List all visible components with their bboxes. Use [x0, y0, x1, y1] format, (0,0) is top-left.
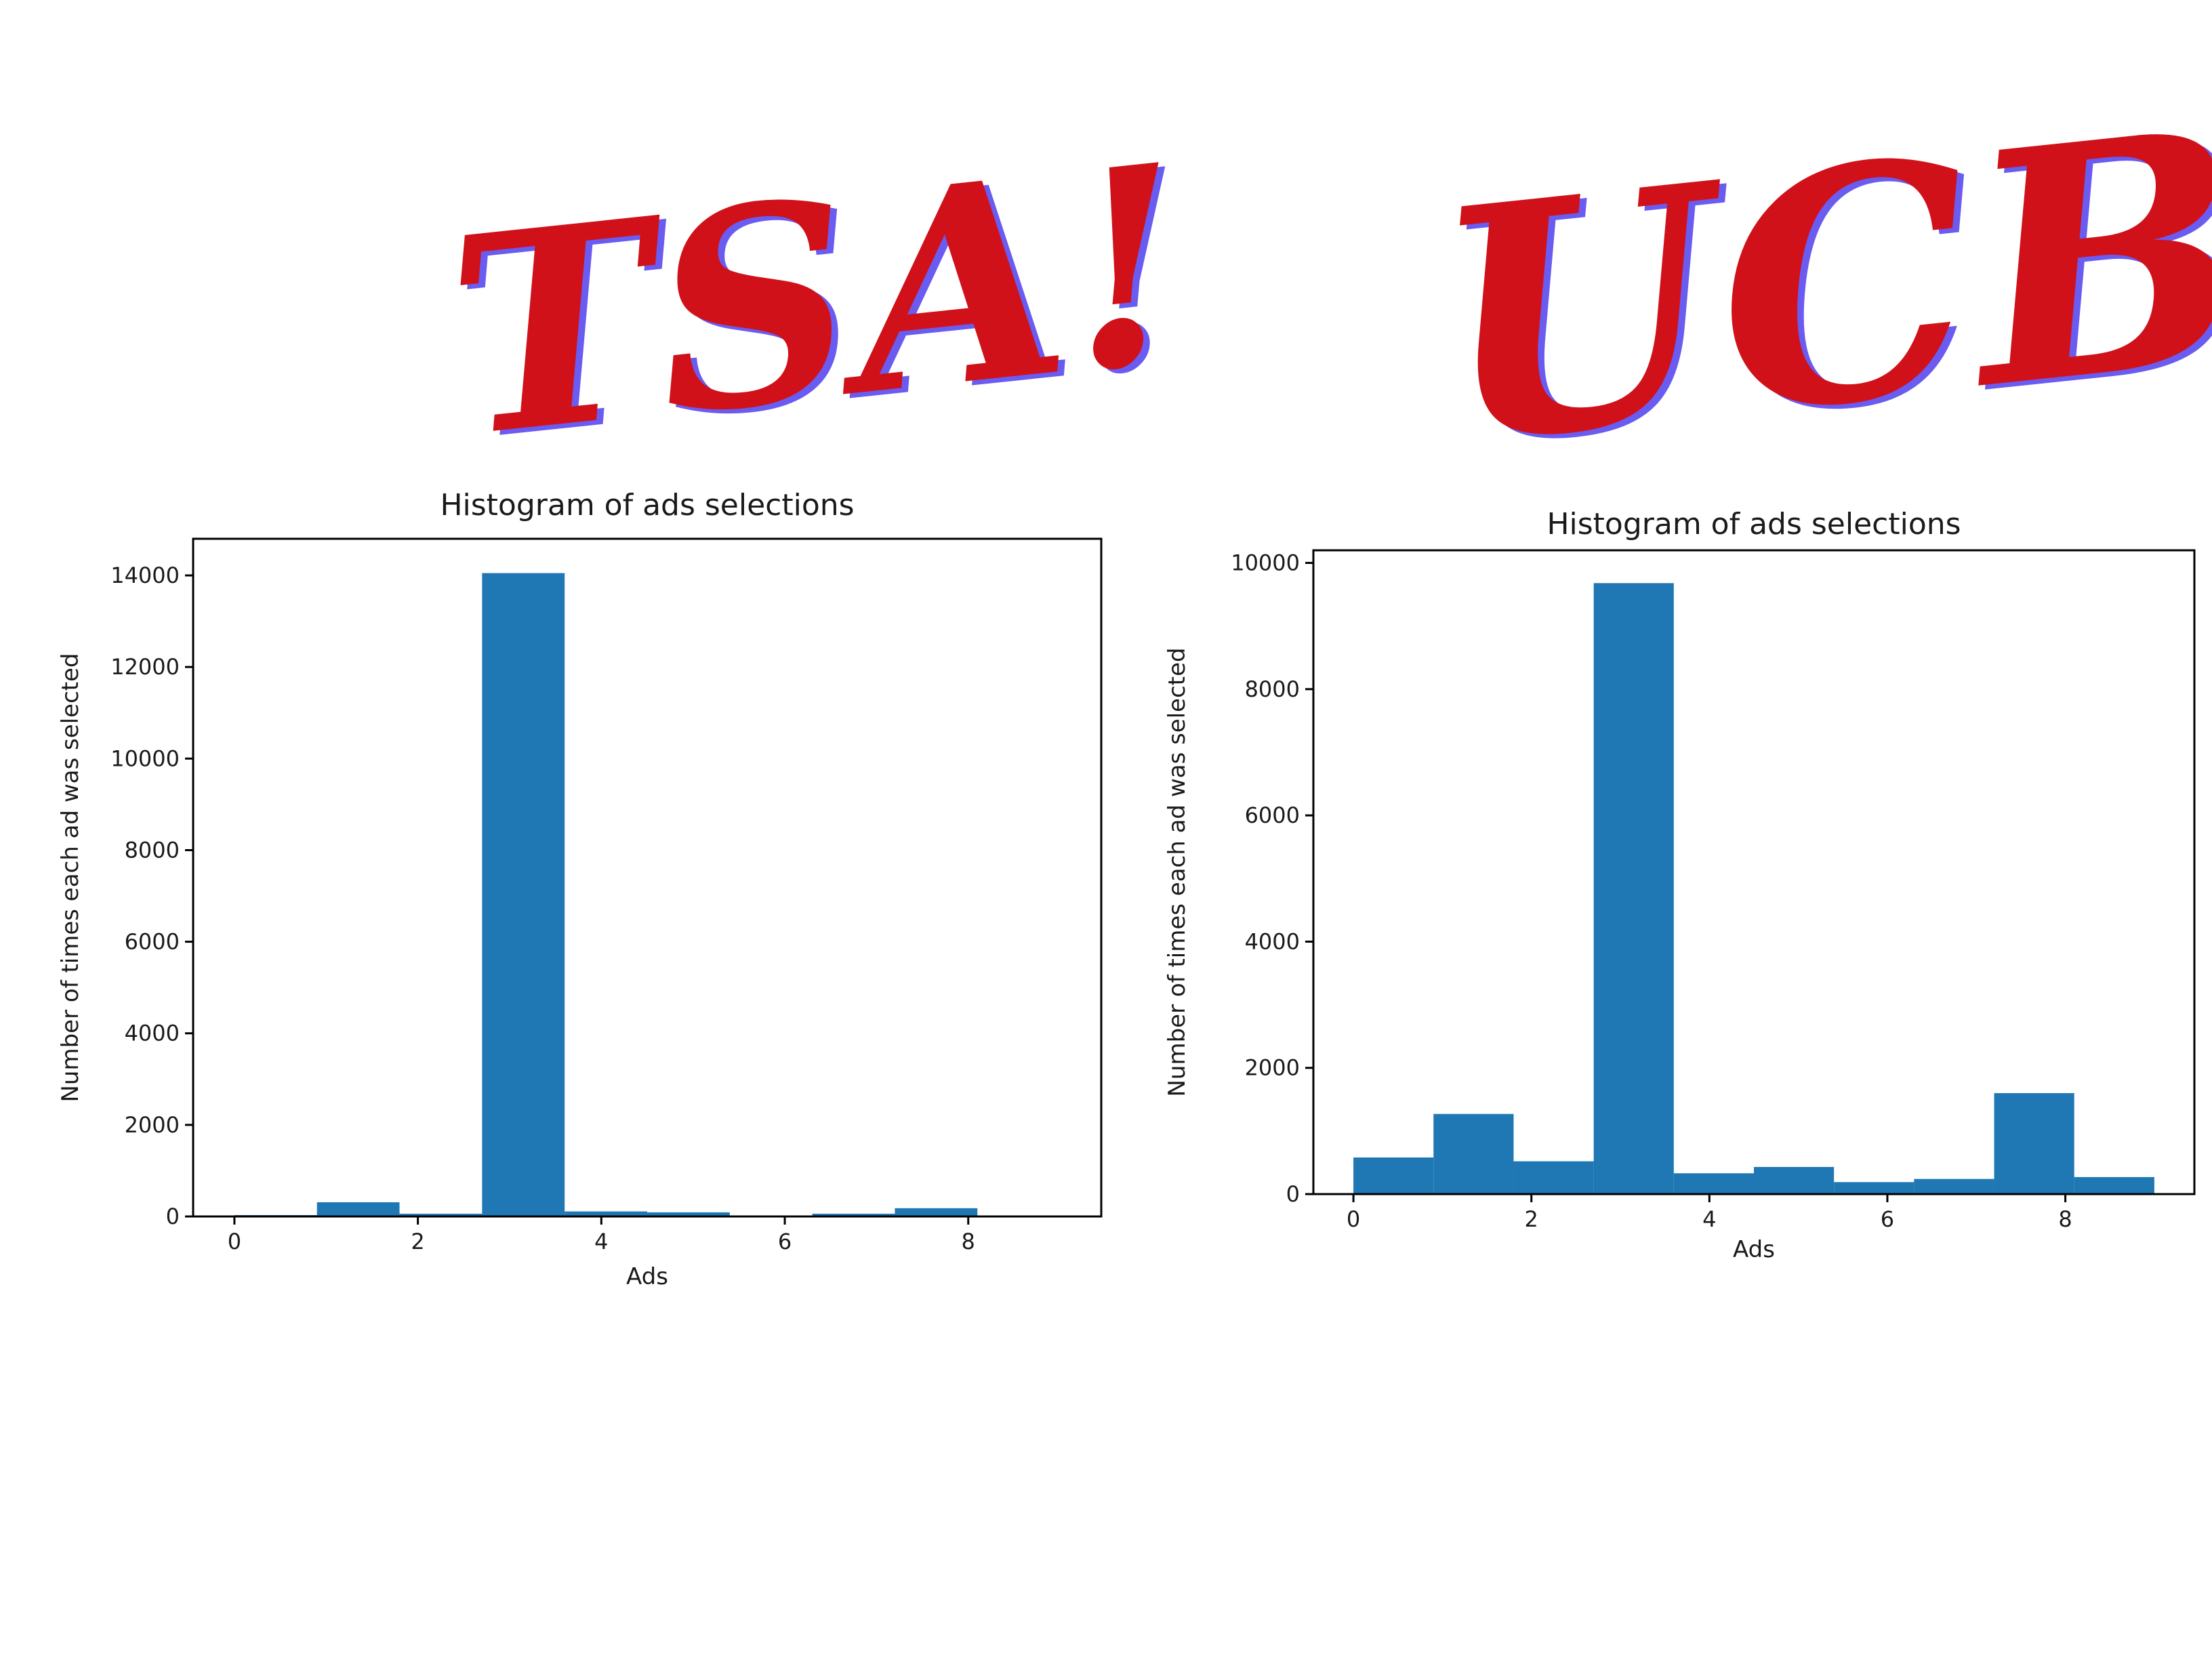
- x-tick-label: 4: [594, 1229, 608, 1254]
- histogram-bar: [1593, 583, 1674, 1194]
- histogram-bar: [316, 1202, 400, 1216]
- y-tick-label: 10000: [110, 745, 180, 771]
- x-ticks-group: 0 2 4 6 8: [1347, 1194, 2072, 1232]
- histogram-bar: [647, 1212, 730, 1216]
- histogram-bar: [1353, 1157, 1434, 1194]
- x-tick-label: 8: [2058, 1206, 2072, 1232]
- x-tick-label: 8: [962, 1229, 975, 1254]
- y-tick-label: 2000: [125, 1112, 180, 1138]
- y-tick-label: 2000: [1245, 1055, 1300, 1081]
- x-ticks-group: 0 2 4 6 8: [228, 1216, 975, 1254]
- x-tick-label: 0: [228, 1229, 241, 1254]
- histogram-bar: [1673, 1173, 1754, 1194]
- histogram-bar: [482, 573, 565, 1216]
- histogram-bar: [1994, 1092, 2074, 1194]
- y-ticks-group: 0 2000 4000 6000 8000 10000 12000 14000: [110, 562, 193, 1229]
- y-axis-label: Number of times each ad was selected: [1164, 647, 1191, 1097]
- x-tick-label: 4: [1702, 1206, 1716, 1232]
- histogram-bar: [812, 1213, 895, 1216]
- y-tick-label: 12000: [110, 654, 180, 680]
- bars-group: [234, 573, 1061, 1216]
- y-tick-label: 4000: [1245, 928, 1300, 954]
- x-tick-label: 2: [1525, 1206, 1538, 1232]
- x-axis-label: Ads: [626, 1263, 668, 1290]
- y-axis-label: Number of times each ad was selected: [57, 653, 84, 1102]
- y-tick-label: 6000: [125, 929, 180, 955]
- x-tick-label: 2: [411, 1229, 424, 1254]
- chart-title: Histogram of ads selections: [440, 488, 854, 523]
- ucb-headline: UCB!: [1420, 44, 2212, 516]
- ucb-histogram-chart: Histogram of ads selections 0 2 4 6 8 0 2000 4…: [1164, 507, 2196, 1263]
- tsa-headline: TSA!: [436, 104, 1204, 498]
- y-ticks-group: 0 2000 4000 6000 8000 10000: [1231, 550, 1313, 1207]
- histogram-bar: [2074, 1176, 2154, 1194]
- x-tick-label: 6: [1881, 1206, 1894, 1232]
- y-tick-label: 10000: [1231, 550, 1300, 576]
- histogram-bar: [895, 1208, 978, 1216]
- y-tick-label: 0: [1286, 1181, 1300, 1207]
- histogram-bar: [1834, 1182, 1914, 1194]
- x-tick-label: 0: [1347, 1206, 1360, 1232]
- bars-group: [1353, 583, 2154, 1194]
- histogram-bar: [399, 1213, 483, 1216]
- tsa-histogram-chart: Histogram of ads selections 0 2 4 6 8 0 2000 4…: [57, 488, 1103, 1290]
- x-tick-label: 6: [778, 1229, 792, 1254]
- y-tick-label: 6000: [1245, 802, 1300, 828]
- histogram-bar: [1513, 1161, 1594, 1194]
- chart-title: Histogram of ads selections: [1547, 507, 1961, 541]
- y-tick-label: 8000: [1245, 676, 1300, 702]
- plot-frame: [1312, 549, 2196, 1195]
- histogram-bar: [565, 1211, 647, 1216]
- y-tick-label: 14000: [110, 562, 180, 588]
- histogram-bar: [1433, 1113, 1514, 1194]
- histogram-bar: [1914, 1179, 1994, 1194]
- y-tick-label: 4000: [125, 1021, 180, 1046]
- x-axis-label: Ads: [1733, 1236, 1775, 1263]
- plot-frame: [192, 537, 1103, 1218]
- histogram-bar: [1754, 1166, 1835, 1194]
- y-tick-label: 8000: [125, 837, 180, 863]
- y-tick-label: 0: [166, 1204, 180, 1229]
